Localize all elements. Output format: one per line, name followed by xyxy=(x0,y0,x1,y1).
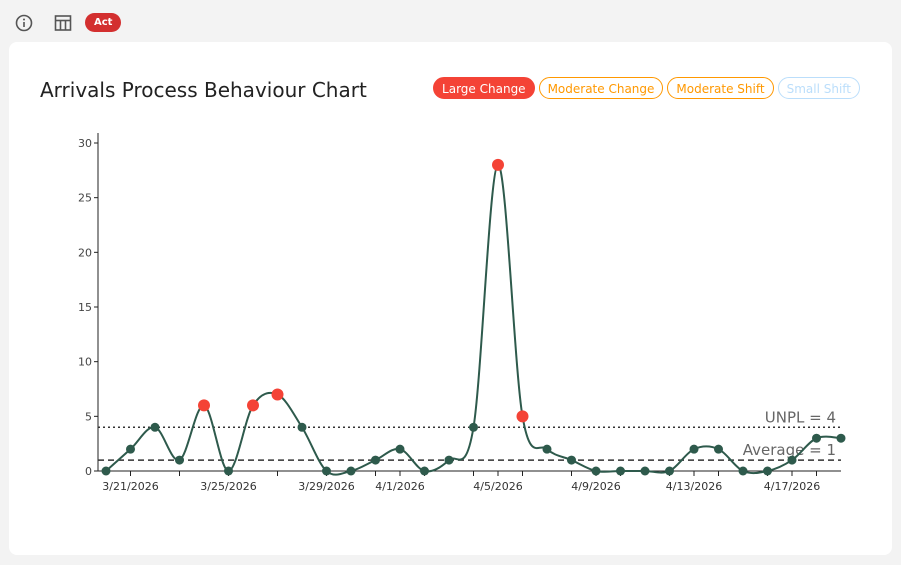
data-point xyxy=(665,466,674,476)
data-point xyxy=(101,466,111,476)
data-point xyxy=(591,466,601,476)
act-button[interactable]: Act xyxy=(85,13,122,32)
data-point xyxy=(126,444,135,454)
data-point xyxy=(322,466,331,476)
info-icon[interactable] xyxy=(14,13,34,33)
data-point xyxy=(346,466,356,476)
signal-point xyxy=(271,388,284,401)
legend-moderate-shift[interactable]: Moderate Shift xyxy=(667,77,774,99)
y-tick-label: 10 xyxy=(78,356,92,369)
data-point xyxy=(787,455,797,465)
x-tick-label: 4/17/2026 xyxy=(764,480,820,493)
x-tick-label: 3/25/2026 xyxy=(200,480,256,493)
y-tick-label: 0 xyxy=(85,465,92,478)
data-point xyxy=(371,455,380,465)
y-tick-label: 20 xyxy=(78,246,92,259)
data-point xyxy=(567,455,576,465)
legend-large-change[interactable]: Large Change xyxy=(433,77,535,99)
x-tick-label: 4/1/2026 xyxy=(375,480,424,493)
data-point xyxy=(224,466,233,476)
data-point xyxy=(640,466,650,476)
x-tick-label: 4/13/2026 xyxy=(666,480,722,493)
data-point xyxy=(469,422,478,432)
data-point xyxy=(714,444,723,454)
data-point xyxy=(297,422,307,432)
data-point xyxy=(420,466,429,476)
toolbar: Act xyxy=(0,0,901,44)
x-tick-label: 4/5/2026 xyxy=(473,480,522,493)
signal-point xyxy=(492,158,504,171)
table-icon[interactable] xyxy=(53,13,73,33)
legend: Large Change Moderate Change Moderate Sh… xyxy=(433,77,860,99)
data-point xyxy=(395,444,405,454)
y-tick-label: 25 xyxy=(78,192,92,205)
data-point xyxy=(150,422,160,432)
data-point xyxy=(616,466,625,476)
data-point xyxy=(836,433,846,443)
average-label: Average = 1 xyxy=(743,441,836,459)
data-point xyxy=(542,444,552,454)
y-tick-label: 30 xyxy=(78,137,92,150)
unpl-label: UNPL = 4 xyxy=(765,408,836,426)
x-tick-label: 3/21/2026 xyxy=(102,480,158,493)
legend-moderate-change[interactable]: Moderate Change xyxy=(538,77,664,99)
chart-title: Arrivals Process Behaviour Chart xyxy=(40,78,367,102)
x-tick-label: 4/9/2026 xyxy=(571,480,620,493)
data-point xyxy=(175,455,184,465)
data-point xyxy=(444,455,454,465)
data-point xyxy=(738,466,748,476)
legend-small-shift[interactable]: Small Shift xyxy=(777,77,860,99)
data-point xyxy=(812,433,821,443)
y-tick-label: 5 xyxy=(85,410,92,423)
data-point xyxy=(689,444,699,454)
signal-point xyxy=(247,399,259,412)
data-point xyxy=(763,466,772,476)
signal-point xyxy=(516,410,529,423)
x-tick-label: 3/29/2026 xyxy=(298,480,354,493)
y-tick-label: 15 xyxy=(78,301,92,314)
signal-point xyxy=(198,399,210,412)
